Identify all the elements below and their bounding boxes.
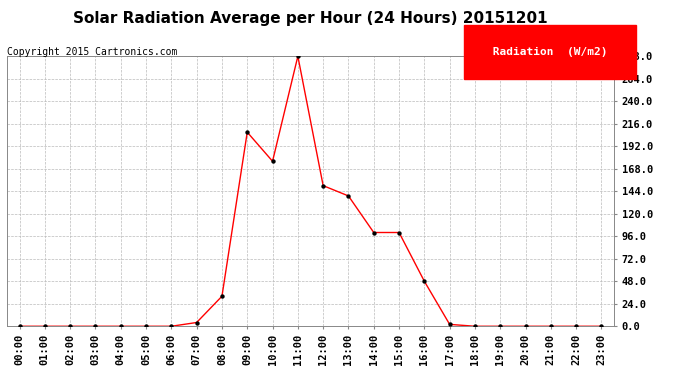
Point <box>520 323 531 329</box>
Point <box>141 323 152 329</box>
Point <box>39 323 50 329</box>
Text: Radiation  (W/m2): Radiation (W/m2) <box>486 47 614 57</box>
Point <box>115 323 126 329</box>
Point <box>393 230 404 236</box>
Point <box>166 323 177 329</box>
Point <box>469 323 480 329</box>
Point <box>191 320 202 326</box>
Point <box>293 53 304 59</box>
Point <box>90 323 101 329</box>
Point <box>65 323 76 329</box>
Point <box>596 323 607 329</box>
Point <box>317 183 328 189</box>
Point <box>419 278 430 284</box>
Point <box>267 158 278 164</box>
Point <box>444 321 455 327</box>
Text: Solar Radiation Average per Hour (24 Hours) 20151201: Solar Radiation Average per Hour (24 Hou… <box>73 11 548 26</box>
Point <box>495 323 506 329</box>
Point <box>217 293 228 299</box>
Point <box>571 323 582 329</box>
Point <box>545 323 556 329</box>
Point <box>14 323 25 329</box>
Point <box>368 230 380 236</box>
Point <box>343 193 354 199</box>
Text: Copyright 2015 Cartronics.com: Copyright 2015 Cartronics.com <box>7 47 177 57</box>
Point <box>241 129 253 135</box>
